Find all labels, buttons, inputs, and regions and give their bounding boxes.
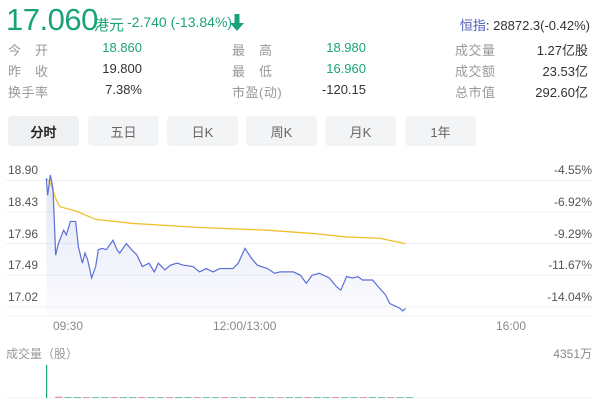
- volume-bar: [128, 397, 137, 398]
- volume-bar: [405, 397, 413, 398]
- volume-bar: [82, 397, 91, 398]
- stat-value: 19.800: [102, 61, 142, 76]
- x-tick-label: 09:30: [53, 319, 84, 333]
- tab-5[interactable]: 1年: [405, 116, 476, 146]
- x-tick-label: 16:00: [496, 319, 527, 333]
- volume-bar: [221, 397, 229, 398]
- price-area: [46, 175, 406, 316]
- volume-bar: [147, 397, 155, 398]
- tab-2[interactable]: 日K: [167, 116, 238, 146]
- tab-3[interactable]: 周K: [246, 116, 317, 146]
- volume-bar: [156, 397, 164, 398]
- y-pct-tick-label: -14.04%: [547, 289, 592, 304]
- index-label[interactable]: 恒指: [459, 18, 486, 33]
- stat-value: -120.15: [321, 82, 366, 97]
- volume-bar: [304, 397, 312, 398]
- volume-label: 成交量（股）: [6, 347, 79, 361]
- volume-max-label: 4351万: [553, 347, 592, 361]
- tab-0[interactable]: 分时: [8, 116, 79, 146]
- volume-bar: [92, 397, 100, 398]
- volume-bar: [377, 397, 386, 398]
- volume-bar: [193, 397, 201, 398]
- stat-value: 18.980: [326, 40, 366, 55]
- y-pct-tick-label: -9.29%: [553, 226, 592, 241]
- volume-bar: [110, 397, 118, 398]
- stat-label: 市盈(动): [232, 85, 283, 100]
- stat-label: 今 开: [8, 43, 49, 58]
- volume-bar: [138, 397, 146, 398]
- stat-value: 16.960: [326, 61, 366, 76]
- y-tick-label: 17.96: [8, 226, 39, 241]
- y-pct-tick-label: -4.55%: [553, 163, 592, 178]
- average-price-line: [45, 177, 406, 245]
- y-pct-tick-label: -6.92%: [553, 195, 592, 209]
- index-quote[interactable]: 恒指: 28872.3(-0.42%): [460, 15, 590, 34]
- volume-bar: [202, 397, 210, 398]
- volume-bar: [341, 397, 349, 398]
- volume-bar: [313, 397, 321, 398]
- stat-label: 总市值: [455, 85, 496, 100]
- volume-bar: [239, 397, 247, 398]
- price-change: -2.740 (-13.84%): [127, 14, 233, 30]
- stat-label: 昨 收: [8, 64, 49, 79]
- volume-bar: [55, 396, 63, 398]
- stat-label: 换手率: [8, 85, 49, 100]
- volume-bar: [331, 397, 340, 398]
- volume-bar: [64, 397, 72, 398]
- stat-label: 最 高: [232, 43, 273, 58]
- stat-value: 23.53亿: [542, 64, 588, 79]
- stat-label: 成交量: [455, 43, 496, 58]
- volume-bar: [285, 397, 293, 398]
- volume-bar: [165, 397, 174, 398]
- arrow-down-icon: [230, 14, 244, 31]
- volume-bar: [368, 397, 376, 398]
- volume-bar: [73, 397, 81, 398]
- y-pct-tick-label: -11.67%: [548, 258, 592, 273]
- y-tick-label: 17.49: [8, 258, 39, 273]
- volume-bar: [119, 397, 127, 398]
- volume-bar: [350, 397, 358, 398]
- stat-label: 最 低: [232, 64, 273, 79]
- volume-bar: [211, 397, 220, 398]
- volume-bar: [267, 397, 275, 398]
- index-value: : 28872.3(-0.42%): [485, 18, 590, 33]
- y-tick-label: 18.90: [8, 163, 39, 178]
- volume-bar: [258, 397, 266, 398]
- volume-bar: [322, 397, 330, 398]
- stat-label: 成交额: [455, 64, 496, 79]
- currency-label: 港元: [94, 17, 125, 34]
- x-tick-label: 12:00/13:00: [213, 319, 277, 333]
- y-tick-label: 18.43: [8, 195, 39, 209]
- volume-bar: [396, 397, 404, 398]
- volume-bar: [248, 397, 257, 398]
- volume-bar: [101, 397, 109, 398]
- stat-value: 1.27亿股: [536, 43, 588, 58]
- tab-4[interactable]: 月K: [325, 116, 396, 146]
- stat-value: 18.860: [102, 40, 142, 55]
- stat-value: 7.38%: [105, 82, 142, 97]
- y-tick-label: 17.02: [8, 289, 39, 304]
- volume-bar: [230, 397, 238, 398]
- volume-bar: [276, 397, 284, 398]
- stat-value: 292.60亿: [535, 85, 588, 100]
- volume-bar: [387, 397, 395, 398]
- volume-bar: [294, 397, 303, 398]
- current-price: 17.060: [6, 2, 98, 37]
- volume-bar: [359, 397, 367, 398]
- tab-1[interactable]: 五日: [88, 116, 159, 146]
- volume-bar: [46, 365, 48, 398]
- price-line: [45, 174, 407, 312]
- volume-bar: [175, 397, 183, 398]
- volume-bar: [184, 397, 192, 398]
